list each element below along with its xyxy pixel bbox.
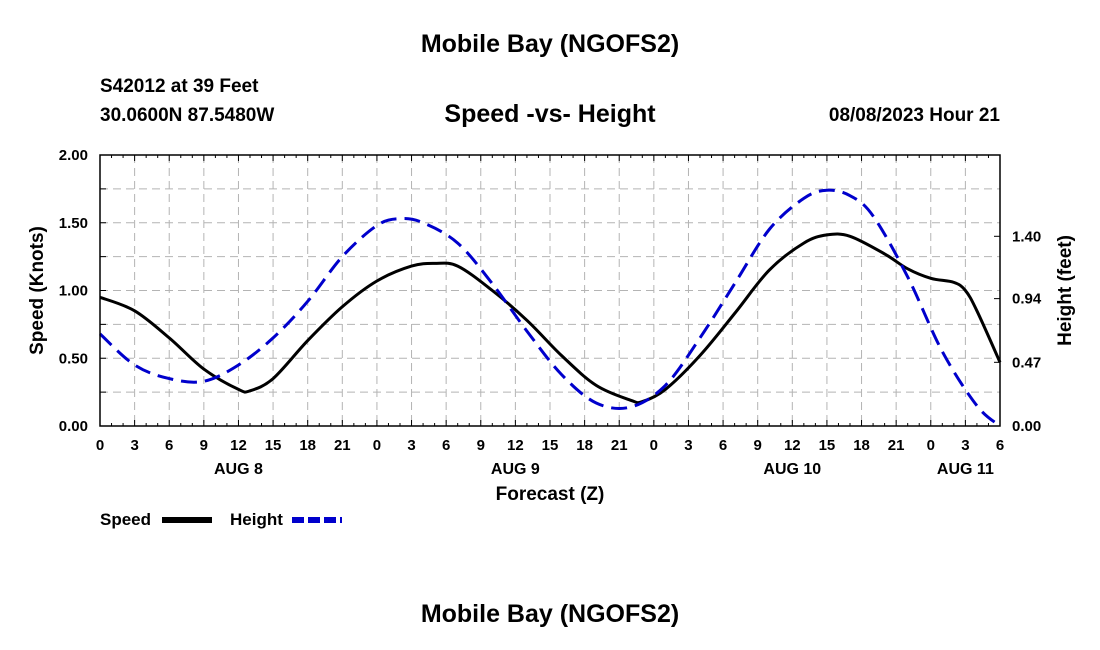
y-tick-label: 0.50 — [59, 350, 88, 367]
day-label: AUG 11 — [937, 461, 994, 478]
x-tick-label: 3 — [684, 437, 692, 454]
day-label: AUG 10 — [763, 461, 821, 478]
x-tick-label: 12 — [507, 437, 524, 454]
x-tick-label: 18 — [576, 437, 593, 454]
x-tick-label: 18 — [853, 437, 870, 454]
x-tick-label: 9 — [754, 437, 762, 454]
x-tick-label: 0 — [650, 437, 658, 454]
x-tick-label: 0 — [373, 437, 381, 454]
y-right-tick-label: 0.47 — [1012, 354, 1041, 371]
footer-title: Mobile Bay (NGOFS2) — [420, 600, 680, 628]
x-tick-label: 3 — [407, 437, 415, 454]
x-tick-label: 9 — [200, 437, 208, 454]
x-axis-label: Forecast (Z) — [496, 484, 605, 505]
x-tick-label: 3 — [961, 437, 969, 454]
chart-subtitle: Speed -vs- Height — [444, 100, 656, 128]
y-right-tick-label: 1.40 — [1012, 228, 1041, 245]
station-label: S42012 at 39 Feet — [100, 76, 259, 97]
legend: Speed Height — [100, 510, 342, 529]
y-tick-label: 2.00 — [59, 147, 88, 164]
x-tick-label: 6 — [719, 437, 727, 454]
y-tick-label: 0.00 — [59, 418, 88, 435]
speed-height-chart: 0 3 6 9 12 15 18 21 0 3 6 9 12 15 18 21 0 3 6 9 12 15 18 21 0 3 60… — [27, 147, 1076, 529]
legend-height-label: Height — [230, 510, 283, 529]
x-tick-label: 21 — [334, 437, 351, 454]
y-axis-label: Speed (Knots) — [27, 226, 48, 355]
x-tick-label: 21 — [888, 437, 905, 454]
series-speed-line — [99, 232, 1002, 405]
grid — [100, 155, 1000, 426]
x-tick-label: 6 — [442, 437, 450, 454]
axes: 0 3 6 9 12 15 18 21 0 3 6 9 12 15 18 21 0 3 6 9 12 15 18 21 0 3 60… — [59, 147, 1042, 478]
x-tick-label: 3 — [130, 437, 138, 454]
x-tick-label: 18 — [299, 437, 316, 454]
y-axis-right-label: Height (feet) — [1055, 235, 1076, 346]
x-tick-label: 0 — [927, 437, 935, 454]
x-tick-label: 12 — [784, 437, 801, 454]
y-tick-label: 1.00 — [59, 283, 88, 300]
y-right-tick-label: 0.94 — [1012, 291, 1042, 308]
x-tick-label: 9 — [477, 437, 485, 454]
day-label: AUG 9 — [491, 461, 540, 478]
coordinates-label: 30.0600N 87.5480W — [100, 105, 275, 126]
x-tick-label: 6 — [165, 437, 173, 454]
x-tick-label: 15 — [265, 437, 282, 454]
series-layer — [98, 188, 1002, 428]
chart-main-title: Mobile Bay (NGOFS2) — [420, 30, 680, 58]
forecast-datetime: 08/08/2023 Hour 21 — [828, 105, 1000, 126]
x-tick-label: 0 — [96, 437, 104, 454]
x-tick-label: 12 — [230, 437, 247, 454]
day-label: AUG 8 — [214, 461, 263, 478]
x-tick-label: 15 — [819, 437, 836, 454]
y-tick-label: 1.50 — [59, 215, 88, 232]
x-tick-label: 21 — [611, 437, 628, 454]
x-tick-label: 15 — [542, 437, 559, 454]
x-tick-label: 6 — [996, 437, 1004, 454]
legend-speed-label: Speed — [100, 510, 151, 529]
y-right-tick-label: 0.00 — [1012, 418, 1041, 435]
series-height-line — [98, 188, 1001, 428]
